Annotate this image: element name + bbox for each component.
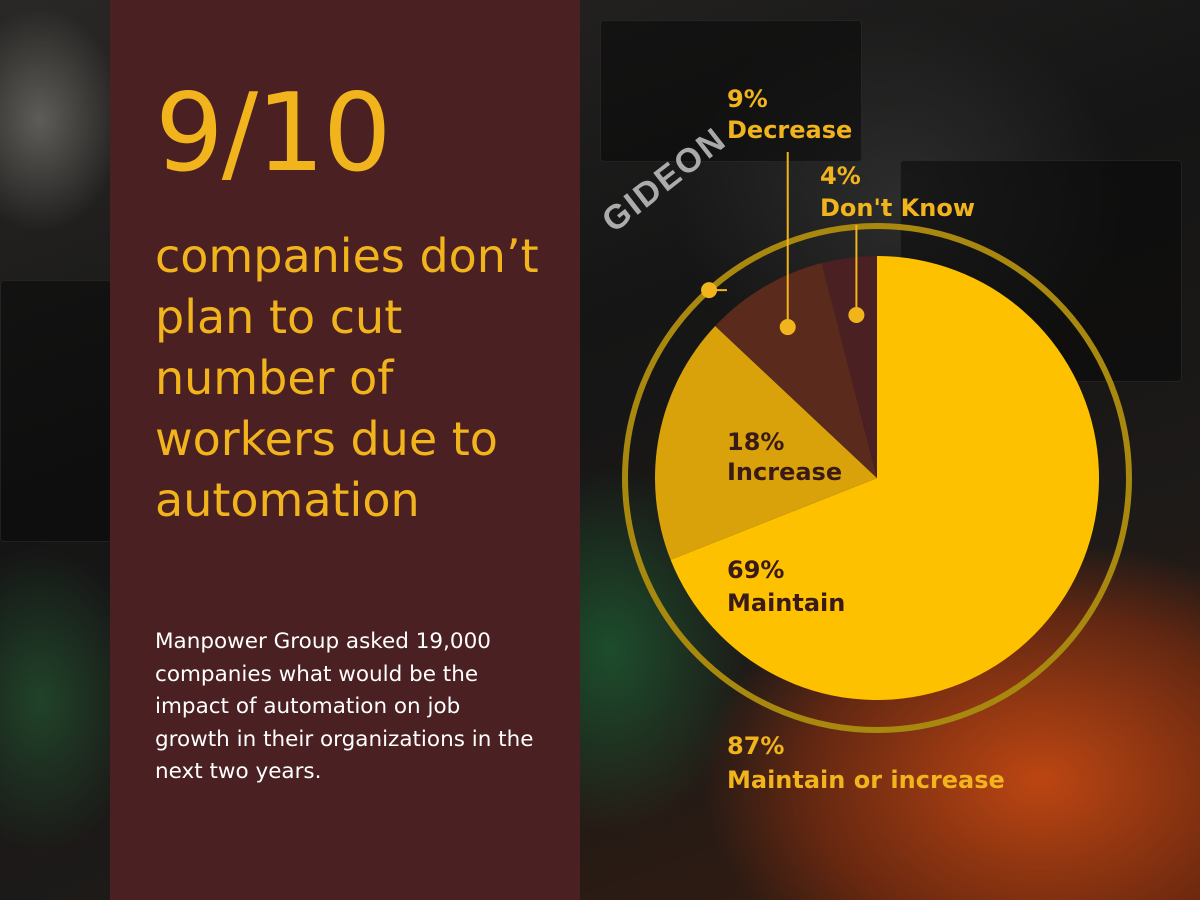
description-text: Manpower Group asked 19,000 companies wh… [155,629,534,784]
increase-name-label: Increase [727,458,842,486]
pie-slice-maintain [670,256,1099,701]
dont-know-leader-dot [848,307,865,324]
increase-value-label: 18% [727,428,784,456]
headline-text: companies don’t plan to cut number of wo… [155,229,539,527]
decrease-name-label: Decrease [727,116,852,144]
maintain-value-label: 69% [727,556,784,584]
dont-know-name-label: Don't Know [820,194,975,222]
text-panel [110,0,580,900]
dont-know-value-label: 4% [820,162,861,190]
decrease-leader-dot [779,319,796,336]
circuit-chip [0,280,112,542]
ring-leader-dot [701,282,718,299]
pie-slice-decrease [715,262,877,478]
maintain-name-label: Maintain [727,589,845,617]
pie-slice-increase [655,326,877,560]
headline-stat: 9/10 [155,71,392,196]
outer-ring-arc [622,223,1132,733]
ring-value-label: 87% [727,732,784,760]
circuit-chip [600,20,862,162]
decrease-value-label: 9% [727,85,768,113]
ring-name-label: Maintain or increase [727,766,1005,794]
